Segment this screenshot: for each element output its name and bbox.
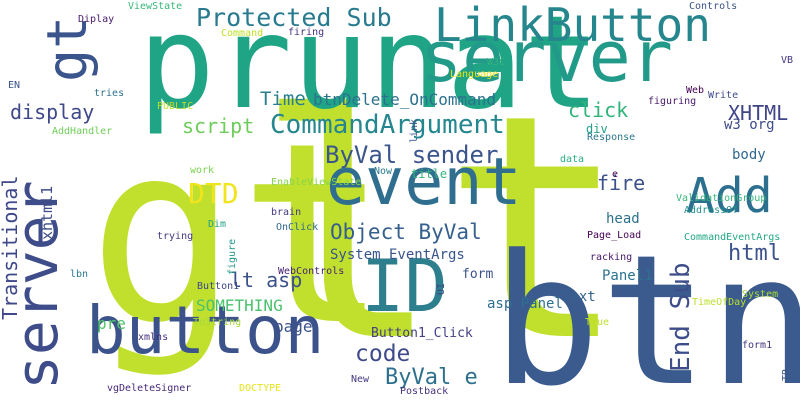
word-57: racking xyxy=(590,252,633,263)
word-13: Protected Sub xyxy=(196,3,392,32)
word-49: vgDeleteSigner xyxy=(107,383,192,394)
word-43: form xyxy=(462,267,494,282)
word-28: fire xyxy=(597,171,646,195)
word-82: Diplay xyxy=(78,14,115,25)
word-11: gt xyxy=(35,15,99,82)
word-21: End Sub xyxy=(666,262,696,372)
word-32: SOMETHING xyxy=(196,296,283,315)
word-23: XHTML xyxy=(728,101,789,125)
word-4: prunat xyxy=(138,0,601,138)
word-81: EN xyxy=(8,80,21,91)
word-44: div xyxy=(586,122,608,136)
word-14: CommandArgument xyxy=(270,110,505,140)
word-27: click xyxy=(568,98,629,122)
word-70: OnClick xyxy=(276,222,319,233)
word-5: server xyxy=(420,16,673,98)
word-61: ValidationGroup xyxy=(676,193,767,204)
word-72: figure xyxy=(227,238,238,275)
word-6: event xyxy=(326,145,522,220)
word-36: head xyxy=(606,211,640,227)
word-91: Write xyxy=(708,90,739,101)
word-63: Response xyxy=(587,132,636,143)
word-46: xmlns xyxy=(138,332,169,343)
word-47: ToString xyxy=(193,317,242,328)
word-52: True xyxy=(585,317,610,328)
word-89: Language xyxy=(450,69,499,80)
word-88: W3C xyxy=(487,57,506,68)
word-19: code xyxy=(355,341,411,367)
word-37: w3 org xyxy=(724,117,775,133)
word-67: work xyxy=(190,165,215,176)
word-64: data xyxy=(560,154,585,165)
word-84: Command xyxy=(221,28,264,39)
word-16: Object ByVal xyxy=(330,220,482,244)
word-77: link xyxy=(409,118,420,143)
word-30: btnDelete_OnCommand xyxy=(313,90,497,109)
word-48: New xyxy=(351,374,370,385)
word-50: DOCTYPE xyxy=(239,383,282,394)
word-68: brain xyxy=(271,207,302,218)
word-85: firing xyxy=(288,27,325,38)
word-92: figuring xyxy=(648,96,697,107)
word-53: form1 xyxy=(742,340,773,351)
word-9: Add xyxy=(686,168,773,224)
word-55: System xyxy=(742,289,779,300)
word-26: script xyxy=(182,114,255,138)
word-24: Transitional xyxy=(0,175,22,321)
word-18: html xyxy=(728,241,781,266)
word-65: Now xyxy=(374,166,393,177)
word-20: ByVal e xyxy=(385,365,478,390)
word-1: gt xyxy=(88,89,390,380)
word-33: page xyxy=(274,317,313,336)
word-73: WebControls xyxy=(278,266,345,277)
word-74: Button1 xyxy=(197,281,240,292)
word-8: button xyxy=(86,292,325,369)
word-17: DTD xyxy=(188,177,239,210)
word-25: display xyxy=(10,100,95,124)
word-56: TimeOfDay xyxy=(692,297,747,308)
word-58: Page_Load xyxy=(587,230,642,241)
word-66: EnableViewState xyxy=(271,177,362,188)
word-31: xhtml1 xyxy=(38,185,56,240)
word-75: lbn xyxy=(70,269,89,280)
word-38: System EventArgs xyxy=(330,247,465,263)
word-42: Button1_Click xyxy=(371,326,473,341)
word-12: LinkButton xyxy=(434,0,711,52)
word-3: btn xyxy=(492,217,800,400)
word-83: ViewState xyxy=(128,1,183,12)
word-60: AddressOf xyxy=(684,205,739,216)
word-86: Controls xyxy=(689,1,738,12)
word-90: Web xyxy=(686,85,705,96)
word-80: tries xyxy=(94,88,125,99)
word-79: PUBLIC xyxy=(157,101,194,112)
word-76: UI xyxy=(436,282,447,295)
word-29: Time xyxy=(260,88,306,110)
word-7: ID xyxy=(361,244,448,328)
word-22: lt asp xyxy=(230,268,303,292)
word-69: Dim xyxy=(208,219,227,230)
word-54: TR xyxy=(781,368,792,381)
word-40: Panel1 xyxy=(602,268,653,284)
word-71: trying xyxy=(157,231,194,242)
word-51: Postback xyxy=(400,386,449,397)
word-35: body xyxy=(732,147,766,163)
word-39: asp Panel xyxy=(487,296,563,312)
word-62: e xyxy=(612,169,619,180)
word-34: pre xyxy=(97,314,126,333)
word-15: ByVal sender xyxy=(325,141,499,169)
word-78: AddHandler xyxy=(52,126,113,137)
word-59: CommandEventArgs xyxy=(684,232,781,243)
word-45: title xyxy=(411,167,448,181)
word-41: Text xyxy=(562,289,596,305)
word-87: VB xyxy=(781,55,794,66)
word-2: lt xyxy=(255,49,629,400)
